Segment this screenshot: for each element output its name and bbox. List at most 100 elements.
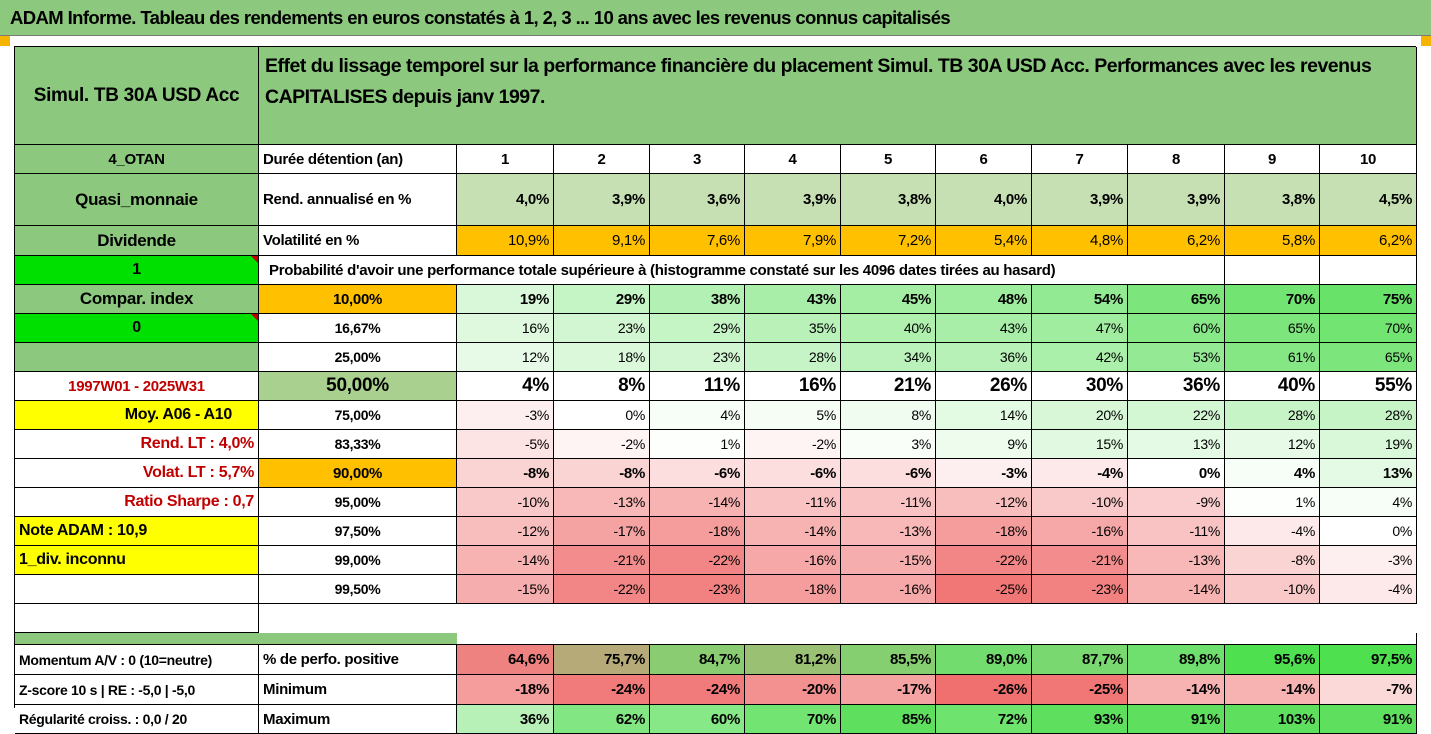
volatility-value: 5,4% — [936, 226, 1032, 256]
summary-value: 64,6% — [457, 645, 554, 675]
long-term-volatility: Volat. LT : 5,7% — [15, 459, 259, 488]
percentile-value: -11% — [1128, 517, 1225, 546]
annual-return-value: 3,8% — [841, 174, 936, 226]
percentile-value: -11% — [841, 488, 936, 517]
percentile-value: 65% — [1225, 314, 1320, 343]
annual-return-value: 3,9% — [745, 174, 841, 226]
summary-value: 75,7% — [554, 645, 650, 675]
dividend-label[interactable]: Dividende — [15, 226, 259, 256]
percentile-value: 19% — [1320, 430, 1417, 459]
percentile-value: -18% — [650, 517, 745, 546]
percentile-value: 36% — [1128, 372, 1225, 401]
percentile-value: -6% — [841, 459, 936, 488]
percentile-value: 18% — [554, 343, 650, 372]
percentile-value: -18% — [745, 575, 841, 604]
percentile-value: 8% — [554, 372, 650, 401]
percentile-value: 4% — [1225, 459, 1320, 488]
report-title: ADAM Informe. Tableau des rendements en … — [10, 7, 951, 28]
percentile-value: -21% — [554, 546, 650, 575]
percentile-value: 28% — [745, 343, 841, 372]
year-header: 1 — [457, 145, 554, 174]
compare-index-label[interactable]: Compar. index — [15, 285, 259, 314]
percentile-value: -10% — [1032, 488, 1128, 517]
percentile-value: -23% — [1032, 575, 1128, 604]
percentile-value: 20% — [1032, 401, 1128, 430]
percentile-label: 83,33% — [259, 430, 457, 459]
volatility-value: 5,8% — [1225, 226, 1320, 256]
percentile-value: 4% — [457, 372, 554, 401]
percentile-value: -22% — [650, 546, 745, 575]
percentile-label: 75,00% — [259, 401, 457, 430]
summary-value: 89,0% — [936, 645, 1032, 675]
selector-one[interactable]: 1 — [15, 256, 259, 285]
fund-code[interactable]: 4_OTAN — [15, 145, 259, 174]
percentile-value: 61% — [1225, 343, 1320, 372]
year-header: 10 — [1320, 145, 1417, 174]
percentile-value: -14% — [650, 488, 745, 517]
percentile-value: 40% — [1225, 372, 1320, 401]
percentile-value: 45% — [841, 285, 936, 314]
percentile-value: 12% — [457, 343, 554, 372]
percentile-value: 12% — [1225, 430, 1320, 459]
empty-cell — [1320, 256, 1417, 285]
percentile-value: 70% — [1225, 285, 1320, 314]
percentile-value: 19% — [457, 285, 554, 314]
percentile-value: 1% — [1225, 488, 1320, 517]
percentile-value: 22% — [1128, 401, 1225, 430]
table-description: Effet du lissage temporel sur la perform… — [259, 47, 1417, 145]
fund-name[interactable]: Simul. TB 30A USD Acc — [15, 47, 259, 145]
percentile-value: -3% — [936, 459, 1032, 488]
percentile-value: -10% — [457, 488, 554, 517]
percentile-value: 28% — [1320, 401, 1417, 430]
volatility-value: 7,2% — [841, 226, 936, 256]
percentile-value: 34% — [841, 343, 936, 372]
year-header: 6 — [936, 145, 1032, 174]
summary-value: 93% — [1032, 705, 1128, 734]
summary-value: 70% — [745, 705, 841, 734]
selector-zero[interactable]: 0 — [15, 314, 259, 343]
percentile-label: 25,00% — [259, 343, 457, 372]
percentile-label: 90,00% — [259, 459, 457, 488]
percentile-value: 60% — [1128, 314, 1225, 343]
percentile-value: -13% — [1128, 546, 1225, 575]
corner-marker-left — [0, 36, 10, 46]
spacer-bar — [15, 633, 457, 645]
percentile-value: 38% — [650, 285, 745, 314]
percentile-value: -6% — [745, 459, 841, 488]
percentile-value: 0% — [554, 401, 650, 430]
fund-category[interactable]: Quasi_monnaie — [15, 174, 259, 226]
returns-table: Simul. TB 30A USD Acc Effet du lissage t… — [14, 46, 1417, 734]
volatility-value: 10,9% — [457, 226, 554, 256]
annual-return-value: 3,9% — [554, 174, 650, 226]
empty-cell — [15, 575, 259, 604]
percentile-value: -2% — [745, 430, 841, 459]
zscore-label: Z-score 10 s | RE : -5,0 | -5,0 — [15, 675, 259, 705]
summary-value: 91% — [1320, 705, 1417, 734]
percentile-value: -12% — [936, 488, 1032, 517]
percentile-value: -16% — [841, 575, 936, 604]
percentile-value: 16% — [745, 372, 841, 401]
percentile-value: 65% — [1320, 343, 1417, 372]
summary-value: 97,5% — [1320, 645, 1417, 675]
year-header: 3 — [650, 145, 745, 174]
corner-marker-right — [1421, 36, 1431, 46]
percentile-value: -13% — [554, 488, 650, 517]
percentile-value: -14% — [457, 546, 554, 575]
annual-return-value: 3,6% — [650, 174, 745, 226]
percentile-value: 1% — [650, 430, 745, 459]
percentile-value: 15% — [1032, 430, 1128, 459]
percentile-value: -8% — [554, 459, 650, 488]
summary-value: 62% — [554, 705, 650, 734]
percentile-value: -23% — [650, 575, 745, 604]
percentile-label: 97,50% — [259, 517, 457, 546]
percentile-value: 13% — [1320, 459, 1417, 488]
percentile-value: -22% — [936, 546, 1032, 575]
volatility-value: 9,1% — [554, 226, 650, 256]
percentile-value: 35% — [745, 314, 841, 343]
summary-value: -25% — [1032, 675, 1128, 705]
summary-value: 103% — [1225, 705, 1320, 734]
percentile-value: 47% — [1032, 314, 1128, 343]
positive-perf-label: % de perfo. positive — [259, 645, 457, 675]
percentile-value: 55% — [1320, 372, 1417, 401]
percentile-value: -15% — [841, 546, 936, 575]
